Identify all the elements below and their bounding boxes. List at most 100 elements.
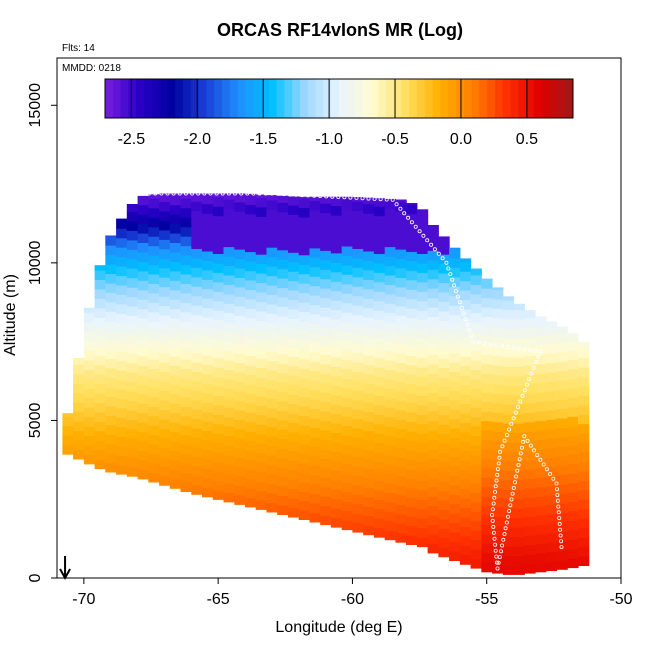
heatmap-cell	[169, 336, 182, 347]
heatmap-cell	[148, 283, 160, 294]
heatmap-cell	[416, 234, 429, 245]
colorbar-swatch	[534, 79, 543, 118]
heatmap-cell	[502, 300, 515, 311]
heatmap-cell	[180, 425, 192, 436]
heatmap-cell	[116, 247, 128, 258]
heatmap-cell	[352, 238, 364, 249]
heatmap-cell	[427, 420, 439, 431]
track-point	[495, 472, 500, 477]
track-point	[555, 492, 560, 497]
heatmap-cell	[137, 280, 149, 291]
heatmap-cell	[83, 435, 96, 446]
heatmap-cell	[202, 260, 214, 271]
heatmap-cell	[373, 198, 386, 207]
track-point	[461, 311, 466, 316]
heatmap-cell	[492, 355, 504, 366]
heatmap-cell	[438, 462, 450, 473]
heatmap-cell	[255, 471, 267, 482]
heatmap-cell	[288, 290, 300, 301]
heatmap-cell	[288, 318, 300, 329]
heatmap-cell	[320, 373, 332, 384]
heatmap-cell	[245, 336, 257, 347]
track-point	[491, 530, 496, 535]
heatmap-cell	[341, 236, 353, 247]
heatmap-cell	[73, 449, 85, 460]
heatmap-cell	[83, 388, 96, 399]
heatmap-cell	[545, 551, 558, 562]
heatmap-cell	[470, 558, 482, 569]
heatmap-cell	[202, 326, 214, 337]
heatmap-cell	[384, 293, 396, 304]
track-point	[504, 520, 509, 525]
heatmap-cell	[137, 384, 149, 395]
heatmap-cell	[255, 424, 267, 435]
heatmap-cell	[245, 317, 257, 328]
heatmap-cell	[126, 249, 139, 260]
heatmap-cell	[427, 354, 439, 365]
heatmap-cell	[502, 498, 515, 509]
heatmap-cell	[438, 272, 450, 283]
heatmap-cell	[567, 501, 579, 512]
heatmap-cell	[148, 406, 160, 417]
heatmap-cell	[245, 421, 257, 432]
heatmap-cell	[266, 284, 278, 295]
heatmap-cell	[180, 396, 192, 407]
heatmap-cell	[373, 281, 386, 292]
heatmap-cell	[320, 382, 332, 393]
track-point	[476, 340, 481, 345]
heatmap-cell	[492, 525, 504, 536]
heatmap-cell	[234, 457, 246, 468]
heatmap-cell	[234, 324, 246, 335]
heatmap-cell	[320, 354, 332, 365]
heatmap-cell	[545, 447, 558, 458]
heatmap-cell	[492, 554, 504, 565]
heatmap-cell	[470, 284, 482, 295]
heatmap-cell	[567, 539, 579, 550]
heatmap-cell	[202, 383, 214, 394]
heatmap-cell	[330, 290, 343, 301]
heatmap-cell	[459, 258, 472, 263]
heatmap-cell	[567, 482, 579, 493]
heatmap-cell	[116, 398, 128, 409]
heatmap-cell	[535, 505, 547, 516]
heatmap-cell	[148, 302, 160, 313]
heatmap-cell	[535, 496, 547, 507]
heatmap-cell	[578, 366, 590, 377]
heatmap-cell	[438, 236, 450, 246]
track-point	[541, 462, 546, 467]
heatmap-cell	[416, 433, 429, 444]
heatmap-cell	[309, 304, 321, 315]
track-point	[406, 215, 411, 220]
heatmap-cell	[545, 523, 558, 534]
heatmap-cell	[202, 449, 214, 460]
heatmap-cell	[373, 206, 386, 217]
heatmap-cell	[373, 499, 386, 510]
track-point	[501, 537, 506, 542]
heatmap-cell	[502, 460, 515, 471]
heatmap-cell	[341, 482, 353, 493]
heatmap-cell	[373, 508, 386, 519]
heatmap-cell	[373, 442, 386, 453]
heatmap-cell	[502, 337, 515, 348]
heatmap-cell	[191, 257, 203, 268]
heatmap-cell	[416, 404, 429, 415]
heatmap-cell	[363, 440, 375, 451]
heatmap-cell	[137, 336, 149, 347]
heatmap-cell	[298, 235, 310, 246]
heatmap-cell	[180, 444, 192, 455]
heatmap-cell	[363, 496, 375, 507]
track-point	[520, 393, 525, 398]
heatmap-cell	[524, 544, 536, 555]
heatmap-cell	[427, 486, 439, 497]
heatmap-cell	[449, 409, 461, 420]
heatmap-cell	[502, 356, 515, 367]
heatmap-cell	[352, 286, 364, 297]
x-tick-label: -55	[475, 591, 498, 608]
heatmap-cell	[513, 347, 525, 358]
heatmap-cell	[513, 545, 525, 556]
colorbar-swatch	[245, 79, 254, 118]
heatmap-cell	[341, 520, 353, 531]
heatmap-cell	[373, 518, 386, 529]
heatmap-cell	[330, 281, 343, 292]
heatmap-cell	[255, 263, 267, 274]
